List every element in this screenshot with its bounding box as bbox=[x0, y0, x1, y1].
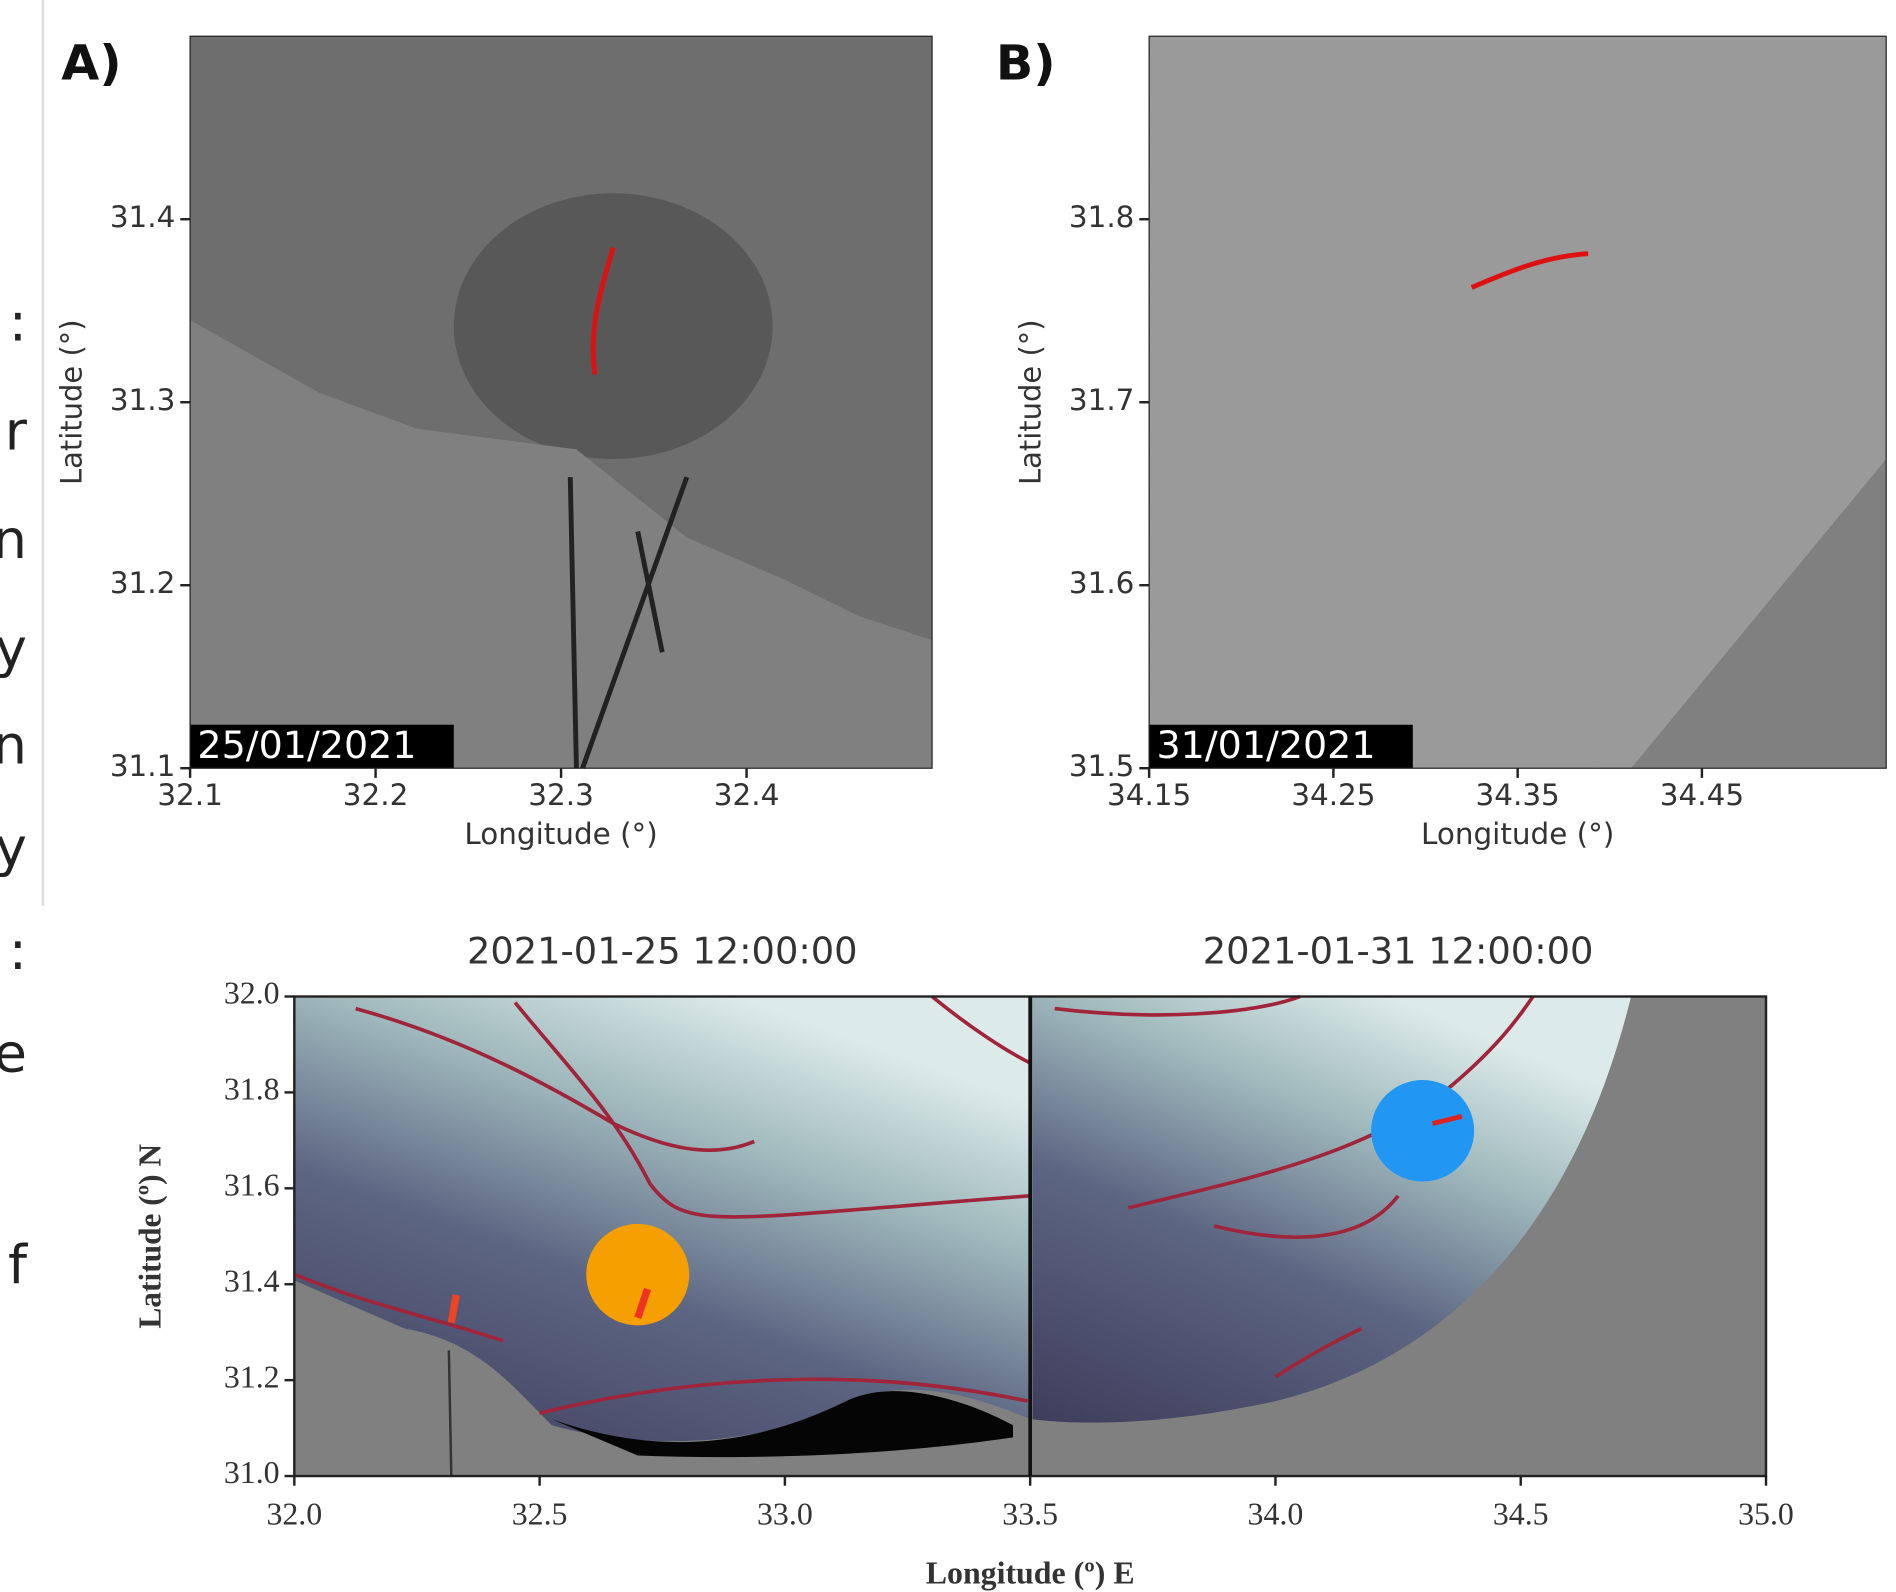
y-tick-label: 31.6 bbox=[224, 1168, 280, 1203]
x-axis-label: Longitude (°) bbox=[1421, 817, 1614, 851]
y-tick-label: 31.0 bbox=[224, 1455, 280, 1490]
x-tick-label: 32.4 bbox=[714, 778, 780, 812]
margin-text: :rnyny:ef bbox=[0, 291, 28, 1296]
y-axis-label: Latitude (°) bbox=[54, 319, 88, 485]
date-label: 25/01/2021 bbox=[197, 723, 416, 767]
margin-fragment: f bbox=[8, 1233, 28, 1296]
x-axis-label: Longitude (°) bbox=[464, 817, 657, 851]
x-tick-label: 33.5 bbox=[1002, 1497, 1058, 1532]
y-tick-label: 31.4 bbox=[110, 200, 176, 234]
x-tick-label: 32.2 bbox=[343, 778, 409, 812]
margin-fragment: y bbox=[0, 816, 27, 879]
margin-fragment: : bbox=[9, 291, 27, 354]
x-tick-label: 32.5 bbox=[512, 1497, 568, 1532]
y-tick-label: 32.0 bbox=[224, 976, 280, 1011]
y-tick-label: 31.8 bbox=[1069, 200, 1135, 234]
x-tick-label: 32.0 bbox=[266, 1497, 322, 1532]
panel-label: B) bbox=[996, 36, 1056, 92]
x-tick-label: 32.1 bbox=[157, 778, 223, 812]
x-tick-label: 34.0 bbox=[1248, 1497, 1304, 1532]
y-tick-label: 31.7 bbox=[1069, 383, 1135, 417]
panel-title: 2021-01-31 12:00:00 bbox=[1203, 930, 1594, 973]
y-axis-label: Latitude (°) bbox=[1013, 319, 1047, 485]
sar-image-b bbox=[1149, 36, 1887, 769]
location-marker bbox=[1371, 1080, 1475, 1182]
x-tick-label: 34.15 bbox=[1107, 778, 1191, 812]
slick bbox=[1431, 1114, 1463, 1126]
slick bbox=[634, 1287, 652, 1319]
y-tick-label: 31.8 bbox=[224, 1072, 280, 1107]
charts: 32.1 32.2 32.3 32.4 31.1 31.2 31.3 31.4 Longitud… bbox=[54, 35, 1887, 1591]
date-label: 31/01/2021 bbox=[1156, 723, 1375, 767]
y-tick-label: 31.2 bbox=[224, 1360, 280, 1395]
margin-fragment: r bbox=[5, 400, 28, 463]
y-tick-label: 31.4 bbox=[224, 1264, 280, 1299]
x-axis-label: Longitude (º) E bbox=[926, 1556, 1135, 1591]
y-tick-label: 31.3 bbox=[110, 383, 176, 417]
x-tick-label: 34.25 bbox=[1291, 778, 1375, 812]
x-tick-label: 34.5 bbox=[1493, 1497, 1549, 1532]
x-tick-label: 34.45 bbox=[1660, 778, 1744, 812]
location-marker bbox=[586, 1223, 690, 1326]
y-tick-label: 31.5 bbox=[1069, 749, 1135, 783]
sar-image-a bbox=[190, 36, 933, 770]
y-axis-label: Latitude (º) N bbox=[132, 1144, 167, 1329]
x-tick-label: 33.0 bbox=[757, 1497, 813, 1532]
x-tick-label: 32.3 bbox=[528, 778, 594, 812]
margin-fragment: n bbox=[0, 714, 27, 777]
x-tick-label: 35.0 bbox=[1738, 1497, 1794, 1532]
panel-label: A) bbox=[61, 36, 121, 92]
margin-fragment: e bbox=[0, 1022, 27, 1085]
margin-fragment: y bbox=[0, 617, 27, 680]
y-tick-label: 31.1 bbox=[110, 749, 176, 783]
panel-title: 2021-01-25 12:00:00 bbox=[467, 930, 858, 973]
y-tick-label: 31.2 bbox=[110, 566, 176, 600]
margin-fragment: : bbox=[9, 919, 27, 982]
margin-fragment: n bbox=[0, 508, 27, 571]
y-tick-label: 31.6 bbox=[1069, 566, 1135, 600]
x-tick-label: 34.35 bbox=[1476, 778, 1560, 812]
